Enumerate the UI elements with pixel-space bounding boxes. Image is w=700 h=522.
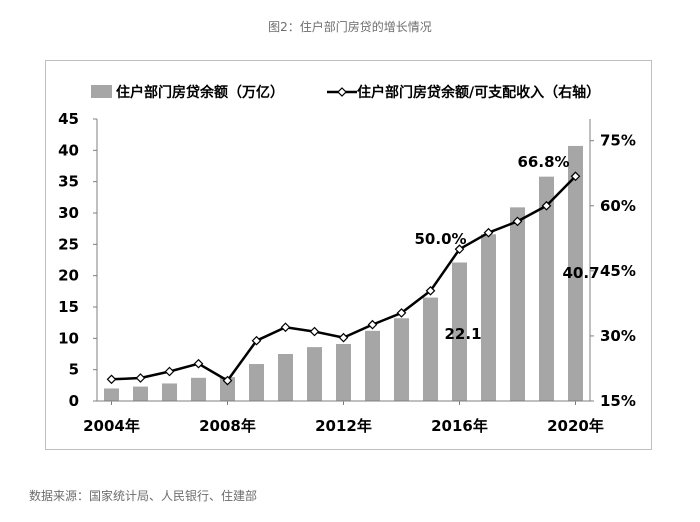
data-source: 数据来源：国家统计局、人民银行、住建部: [29, 489, 258, 503]
left-tick-label-40: 40: [58, 141, 79, 159]
bar-2009: [249, 364, 264, 401]
right-tick-label-45pct: 45%: [600, 262, 636, 280]
line-point-2007: [193, 358, 204, 369]
bar-2019: [539, 176, 554, 401]
bar-2010: [278, 354, 293, 401]
legend-bar-swatch: [91, 85, 112, 98]
bar-2015: [423, 297, 438, 401]
bar-2016: [452, 262, 467, 401]
bar-2020: [568, 145, 583, 401]
x-tick-label-2016: 2016年: [431, 417, 488, 435]
x-tick-label-2008: 2008年: [199, 417, 256, 435]
line-point-2011: [309, 326, 320, 337]
left-tick-label-15: 15: [58, 298, 79, 316]
figure-title: 图2：住户部门房贷的增长情况: [268, 20, 432, 34]
line-point-2020: [570, 171, 581, 182]
annotation-22-1: 22.1: [445, 325, 482, 343]
right-tick-label-15pct: 15%: [600, 392, 636, 410]
legend-line-marker: [337, 87, 347, 97]
left-tick-label-5: 5: [69, 361, 79, 379]
x-tick-label-2012: 2012年: [315, 417, 372, 435]
bar-2014: [394, 318, 409, 401]
left-tick-label-20: 20: [58, 267, 79, 285]
right-tick-label-30pct: 30%: [600, 327, 636, 345]
bar-2013: [365, 330, 380, 401]
line-point-2013: [367, 319, 378, 330]
line-point-2005: [135, 373, 146, 383]
legend-bar-label: 住户部门房贷余额（万亿）: [116, 84, 284, 101]
line-point-2019: [541, 200, 552, 211]
right-tick-label-60pct: 60%: [600, 197, 636, 215]
line-point-2008: [222, 375, 233, 386]
line-point-2009: [251, 335, 262, 346]
left-tick-label-45: 45: [58, 110, 79, 128]
bar-2004: [104, 388, 119, 401]
right-tick-label-75pct: 75%: [600, 132, 636, 150]
bar-2008: [220, 377, 235, 401]
bar-2017: [481, 234, 496, 401]
left-tick-label-35: 35: [58, 173, 79, 191]
line-point-2017: [483, 227, 494, 238]
line-point-2004: [106, 374, 117, 385]
legend-line-label: 住户部门房贷余额/可支配收入（右轴）: [357, 84, 600, 101]
bar-2006: [162, 383, 177, 401]
line-point-2018: [512, 216, 523, 227]
line-point-2016: [454, 244, 465, 255]
bar-2007: [191, 377, 206, 401]
bar-2005: [133, 386, 148, 401]
left-tick-label-0: 0: [69, 392, 79, 410]
annotation-66-8pct: 66.8%: [518, 153, 570, 171]
line-point-2012: [338, 332, 349, 343]
bar-2018: [510, 207, 525, 401]
annotation-50-0pct: 50.0%: [415, 230, 467, 248]
line-point-2014: [396, 308, 407, 318]
bar-2012: [336, 343, 351, 401]
bar-2011: [307, 347, 322, 401]
x-tick-label-2004: 2004年: [83, 417, 140, 435]
left-tick-label-25: 25: [58, 235, 79, 253]
line-point-2006: [164, 366, 175, 377]
annotation-40-7: 40.7: [563, 264, 600, 282]
left-tick-label-10: 10: [58, 329, 79, 347]
x-tick-label-2020: 2020年: [547, 417, 604, 435]
line-point-2010: [280, 322, 291, 333]
line-point-2015: [425, 285, 436, 296]
left-tick-label-30: 30: [58, 204, 79, 222]
